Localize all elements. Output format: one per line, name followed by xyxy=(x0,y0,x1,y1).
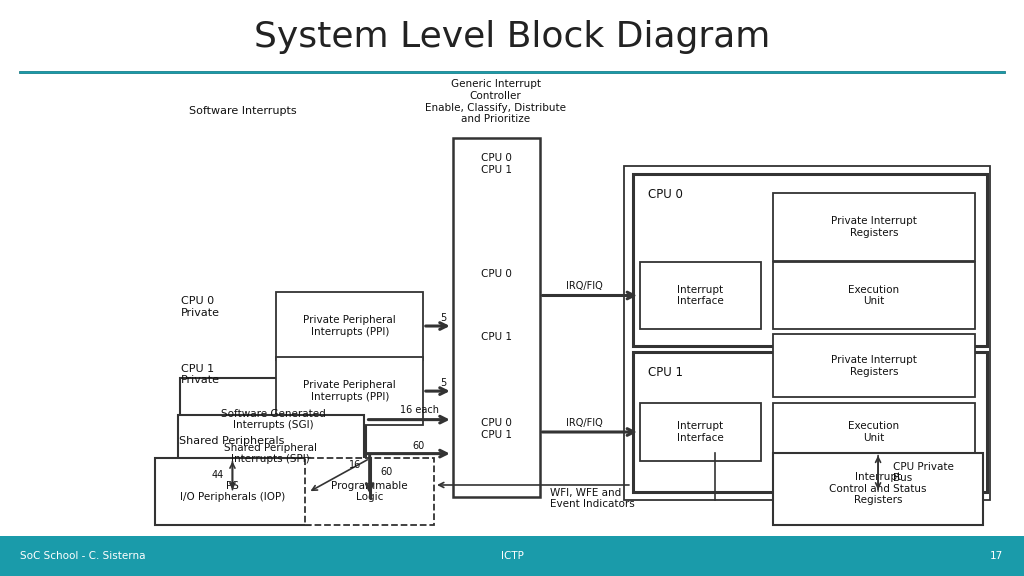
Text: Execution
Unit: Execution Unit xyxy=(849,285,899,306)
Text: Private Peripheral
Interrupts (PPI): Private Peripheral Interrupts (PPI) xyxy=(303,315,396,337)
Text: Shared Peripherals: Shared Peripherals xyxy=(179,435,285,446)
Text: Programmable
Logic: Programmable Logic xyxy=(332,481,408,502)
FancyBboxPatch shape xyxy=(773,262,975,329)
Text: CPU 0
Private: CPU 0 Private xyxy=(181,296,220,318)
FancyBboxPatch shape xyxy=(276,357,423,425)
Text: 5: 5 xyxy=(439,378,446,388)
Text: IRQ/FIQ: IRQ/FIQ xyxy=(566,282,603,291)
Text: 44: 44 xyxy=(212,471,224,480)
Text: SoC School - C. Sisterna: SoC School - C. Sisterna xyxy=(20,551,146,561)
Text: CPU 1: CPU 1 xyxy=(648,366,683,380)
FancyBboxPatch shape xyxy=(773,403,975,461)
Text: 16: 16 xyxy=(349,460,361,470)
Text: CPU 0
CPU 1: CPU 0 CPU 1 xyxy=(480,418,512,440)
Text: 5: 5 xyxy=(439,313,446,323)
FancyBboxPatch shape xyxy=(633,352,987,492)
Text: 16 each: 16 each xyxy=(399,405,439,415)
Text: Private Peripheral
Interrupts (PPI): Private Peripheral Interrupts (PPI) xyxy=(303,380,396,402)
Text: CPU Private
Bus: CPU Private Bus xyxy=(893,462,954,483)
Text: Private Interrupt
Registers: Private Interrupt Registers xyxy=(831,355,916,377)
Text: CPU 1
Private: CPU 1 Private xyxy=(181,363,220,385)
FancyBboxPatch shape xyxy=(640,403,761,461)
Text: CPU 1: CPU 1 xyxy=(480,332,512,342)
Text: PS
I/O Peripherals (IOP): PS I/O Peripherals (IOP) xyxy=(180,481,285,502)
FancyBboxPatch shape xyxy=(624,166,990,500)
Text: Software Interrupts: Software Interrupts xyxy=(189,105,297,116)
Text: 60: 60 xyxy=(413,441,424,450)
FancyBboxPatch shape xyxy=(640,262,761,329)
Text: ICTP: ICTP xyxy=(501,551,523,561)
FancyBboxPatch shape xyxy=(773,193,975,261)
Text: WFI, WFE and
Event Indicators: WFI, WFE and Event Indicators xyxy=(550,488,635,509)
Text: Generic Interrupt
Controller
Enable, Classify, Distribute
and Prioritize: Generic Interrupt Controller Enable, Cla… xyxy=(425,79,566,124)
Bar xyxy=(0,536,1024,576)
FancyBboxPatch shape xyxy=(276,292,423,360)
Text: 17: 17 xyxy=(990,551,1004,561)
FancyBboxPatch shape xyxy=(453,138,540,497)
Text: Execution
Unit: Execution Unit xyxy=(849,421,899,443)
Text: 60: 60 xyxy=(380,467,392,477)
FancyBboxPatch shape xyxy=(180,378,366,461)
Text: Shared Peripheral
Interrupts (SPI): Shared Peripheral Interrupts (SPI) xyxy=(224,443,317,464)
FancyBboxPatch shape xyxy=(633,174,987,346)
Text: CPU 0
CPU 1: CPU 0 CPU 1 xyxy=(480,153,512,175)
Text: CPU 0: CPU 0 xyxy=(648,188,683,202)
Text: Interrupt
Interface: Interrupt Interface xyxy=(677,285,724,306)
Text: IRQ/FIQ: IRQ/FIQ xyxy=(566,418,603,428)
FancyBboxPatch shape xyxy=(155,458,310,525)
FancyBboxPatch shape xyxy=(773,453,983,525)
Text: Interrupt
Control and Status
Registers: Interrupt Control and Status Registers xyxy=(829,472,927,505)
FancyBboxPatch shape xyxy=(773,334,975,397)
FancyBboxPatch shape xyxy=(178,415,364,492)
Text: System Level Block Diagram: System Level Block Diagram xyxy=(254,20,770,55)
FancyBboxPatch shape xyxy=(305,458,434,525)
Text: Interrupt
Interface: Interrupt Interface xyxy=(677,421,724,443)
Text: CPU 0: CPU 0 xyxy=(480,268,512,279)
Text: Private Interrupt
Registers: Private Interrupt Registers xyxy=(831,216,916,238)
Text: Software Generated
Interrupts (SGI): Software Generated Interrupts (SGI) xyxy=(220,409,326,430)
